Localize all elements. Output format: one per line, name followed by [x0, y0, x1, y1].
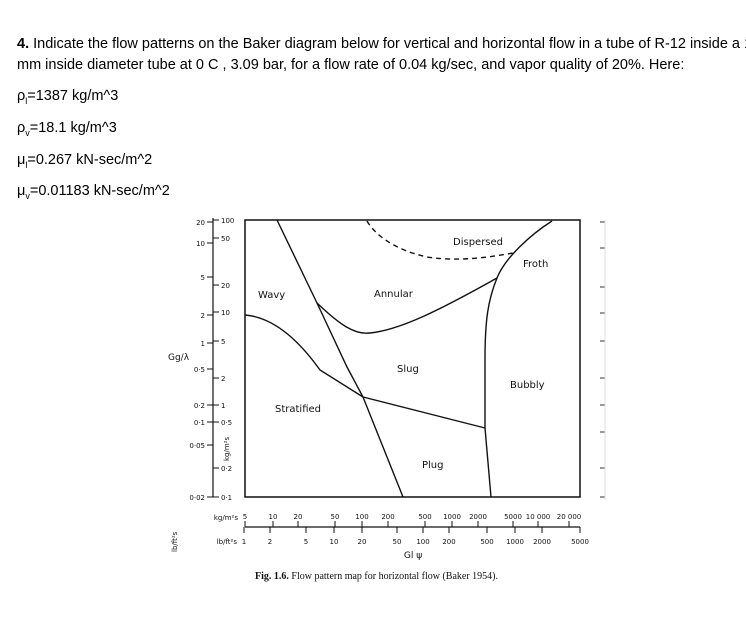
property-subscript: v: [25, 127, 30, 138]
property-symbol: μ: [17, 183, 26, 199]
x-tick-label-top: 500: [418, 513, 431, 521]
property-2: μl=0.267 kN-sec/m^2: [17, 150, 152, 171]
x-tick-label-top: 10 000: [526, 513, 551, 521]
x-tick-label-top: 5000: [504, 513, 522, 521]
y-tick-label-left: 0·02: [189, 494, 205, 502]
property-symbol: ρ: [17, 120, 26, 136]
y-tick-label-right: 50: [221, 235, 230, 243]
y-tick-label-right: 20: [221, 282, 230, 290]
property-subscript: l: [25, 159, 28, 170]
y-tick-label-left: 1: [201, 340, 205, 348]
question-line1: Indicate the flow patterns on the Baker …: [29, 36, 746, 52]
y-tick-label-left: 2: [201, 312, 205, 320]
property-value: =0.01183 kN-sec/m^2: [29, 183, 170, 199]
y-tick-label-right: 1: [221, 402, 225, 410]
plot-frame: [244, 219, 581, 498]
region-label-bubbly: Bubbly: [510, 380, 545, 391]
y-tick-label-left: 20: [196, 219, 205, 227]
question-line2: mm inside diameter tube at 0 C , 3.09 ba…: [17, 57, 685, 73]
x-tick-label-top: 1000: [443, 513, 461, 521]
y-tick-label-left: 0·2: [194, 402, 205, 410]
x-tick-label-top: 100: [355, 513, 368, 521]
question-number: 4.: [17, 36, 30, 52]
x-tick-label-bottom: 50: [393, 538, 402, 546]
property-symbol: ρ: [17, 88, 26, 104]
x-tick-label-bottom: 2: [268, 538, 272, 546]
x-tick-label-top: 5: [243, 513, 247, 521]
y-tick-label-right: 2: [221, 375, 225, 383]
question-text: 4. Indicate the flow patterns on the Bak…: [17, 34, 746, 76]
y-tick-label-right: 0·1: [221, 494, 232, 502]
region-label-dispersed: Dispersed: [453, 237, 503, 248]
x-tick-label-bottom: 100: [416, 538, 429, 546]
x-tick-label-top: 20 000: [557, 513, 582, 521]
property-value: =1387 kg/m^3: [27, 88, 119, 104]
x-tick-label-bottom: 5: [304, 538, 308, 546]
region-label-annular: Annular: [374, 289, 414, 300]
property-value: =0.267 kN-sec/m^2: [27, 152, 153, 168]
x-tick-label-bottom: 2000: [533, 538, 551, 546]
region-label-wavy: Wavy: [258, 290, 285, 301]
boundary-annular: [316, 277, 498, 334]
y-tick-label-right: 10: [221, 309, 230, 317]
y-tick-label-right: 5: [221, 338, 225, 346]
y-tick-label-left: 10: [196, 240, 205, 248]
region-label-plug: Plug: [422, 460, 444, 471]
x-tick-label-top: 20: [294, 513, 303, 521]
x-tick-label-top: 2000: [469, 513, 487, 521]
property-subscript: v: [25, 190, 30, 201]
property-1: ρv=18.1 kg/m^3: [17, 118, 117, 139]
x-tick-label-top: 50: [331, 513, 340, 521]
boundary-slug-plug: [362, 396, 486, 429]
x-axis-label: Gl ψ: [404, 551, 422, 561]
y-unit-right: kg/m²s: [223, 437, 231, 461]
x-tick-label-bottom: 500: [480, 538, 493, 546]
y-tick-label-left: 0·5: [194, 366, 205, 374]
property-subscript: l: [25, 95, 28, 106]
region-label-slug: Slug: [397, 364, 419, 375]
figure-caption: Fig. 1.6. Flow pattern map for horizonta…: [255, 571, 498, 582]
property-symbol: μ: [17, 152, 26, 168]
x-tick-label-bottom: 5000: [571, 538, 589, 546]
y-tick-label-left: 0·05: [189, 442, 205, 450]
property-0: ρl=1387 kg/m^3: [17, 86, 118, 107]
x-tick-label-bottom: 1000: [506, 538, 524, 546]
y-tick-label-right: 100: [221, 217, 234, 225]
x-tick-label-bottom: 10: [330, 538, 339, 546]
region-label-stratified: Stratified: [275, 404, 321, 415]
x-unit-bottom: lb/ft²s: [217, 538, 238, 546]
y-unit-left: lb/ft²s: [171, 531, 179, 552]
y-tick-label-left: 0·1: [194, 419, 205, 427]
y-axis-label: Gg/λ: [168, 353, 190, 363]
boundary-dispersed: [366, 220, 514, 260]
y-tick-label-right: 0·2: [221, 465, 232, 473]
y-tick-label-right: 0·5: [221, 419, 232, 427]
x-tick-label-top: 200: [381, 513, 394, 521]
boundary-wavy: [244, 314, 364, 398]
boundary-bubbly: [484, 220, 553, 498]
x-tick-label-bottom: 1: [242, 538, 246, 546]
x-tick-label-bottom: 20: [358, 538, 367, 546]
region-label-froth: Froth: [523, 259, 548, 270]
y-tick-label-left: 5: [201, 274, 205, 282]
x-unit-top: kg/m²s: [214, 514, 238, 522]
boundary-stratified: [276, 219, 404, 498]
x-tick-label-bottom: 200: [442, 538, 455, 546]
property-value: =18.1 kg/m^3: [29, 120, 117, 136]
x-tick-label-top: 10: [269, 513, 278, 521]
property-3: μv=0.01183 kN-sec/m^2: [17, 181, 170, 202]
